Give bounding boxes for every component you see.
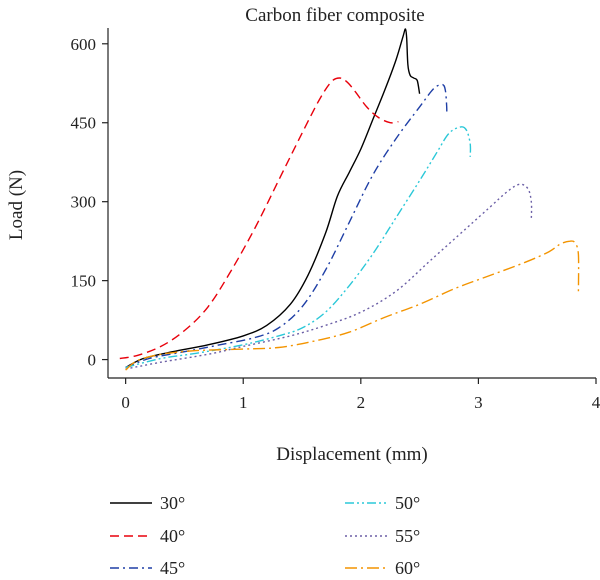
legend-label-3: 45°: [160, 558, 185, 578]
series-line-2: [119, 77, 399, 360]
legend-label-4: 50°: [395, 493, 420, 513]
y-tick-label: 0: [88, 351, 97, 370]
series-line-5: [125, 183, 533, 370]
x-tick-label: 4: [592, 393, 600, 412]
series-line-3: [125, 83, 448, 369]
chart-title: Carbon fiber composite: [245, 5, 424, 26]
y-tick-label: 600: [71, 35, 97, 54]
series-line-4: [125, 126, 472, 369]
legend-label-6: 60°: [395, 558, 420, 578]
x-tick-label: 0: [121, 393, 130, 412]
legend: 30° 40° 45° 50° 55° 60°: [110, 493, 420, 578]
legend-label-5: 55°: [395, 526, 420, 546]
series-line-1: [125, 28, 421, 369]
y-tick-label: 150: [71, 272, 97, 291]
series-line-6: [125, 240, 580, 371]
x-tick-label: 3: [474, 393, 483, 412]
y-tick-label: 450: [71, 114, 97, 133]
y-axis-title: Load (N): [6, 170, 27, 240]
x-tick-label: 2: [357, 393, 366, 412]
legend-label-2: 40°: [160, 526, 185, 546]
axes: 0 1 2 3 4 0 150 300 450 600: [71, 28, 600, 412]
legend-label-1: 30°: [160, 493, 185, 513]
x-axis-title: Displacement (mm): [276, 444, 427, 465]
y-tick-label: 300: [71, 193, 97, 212]
x-tick-label: 1: [239, 393, 248, 412]
series-layer: [119, 28, 580, 371]
